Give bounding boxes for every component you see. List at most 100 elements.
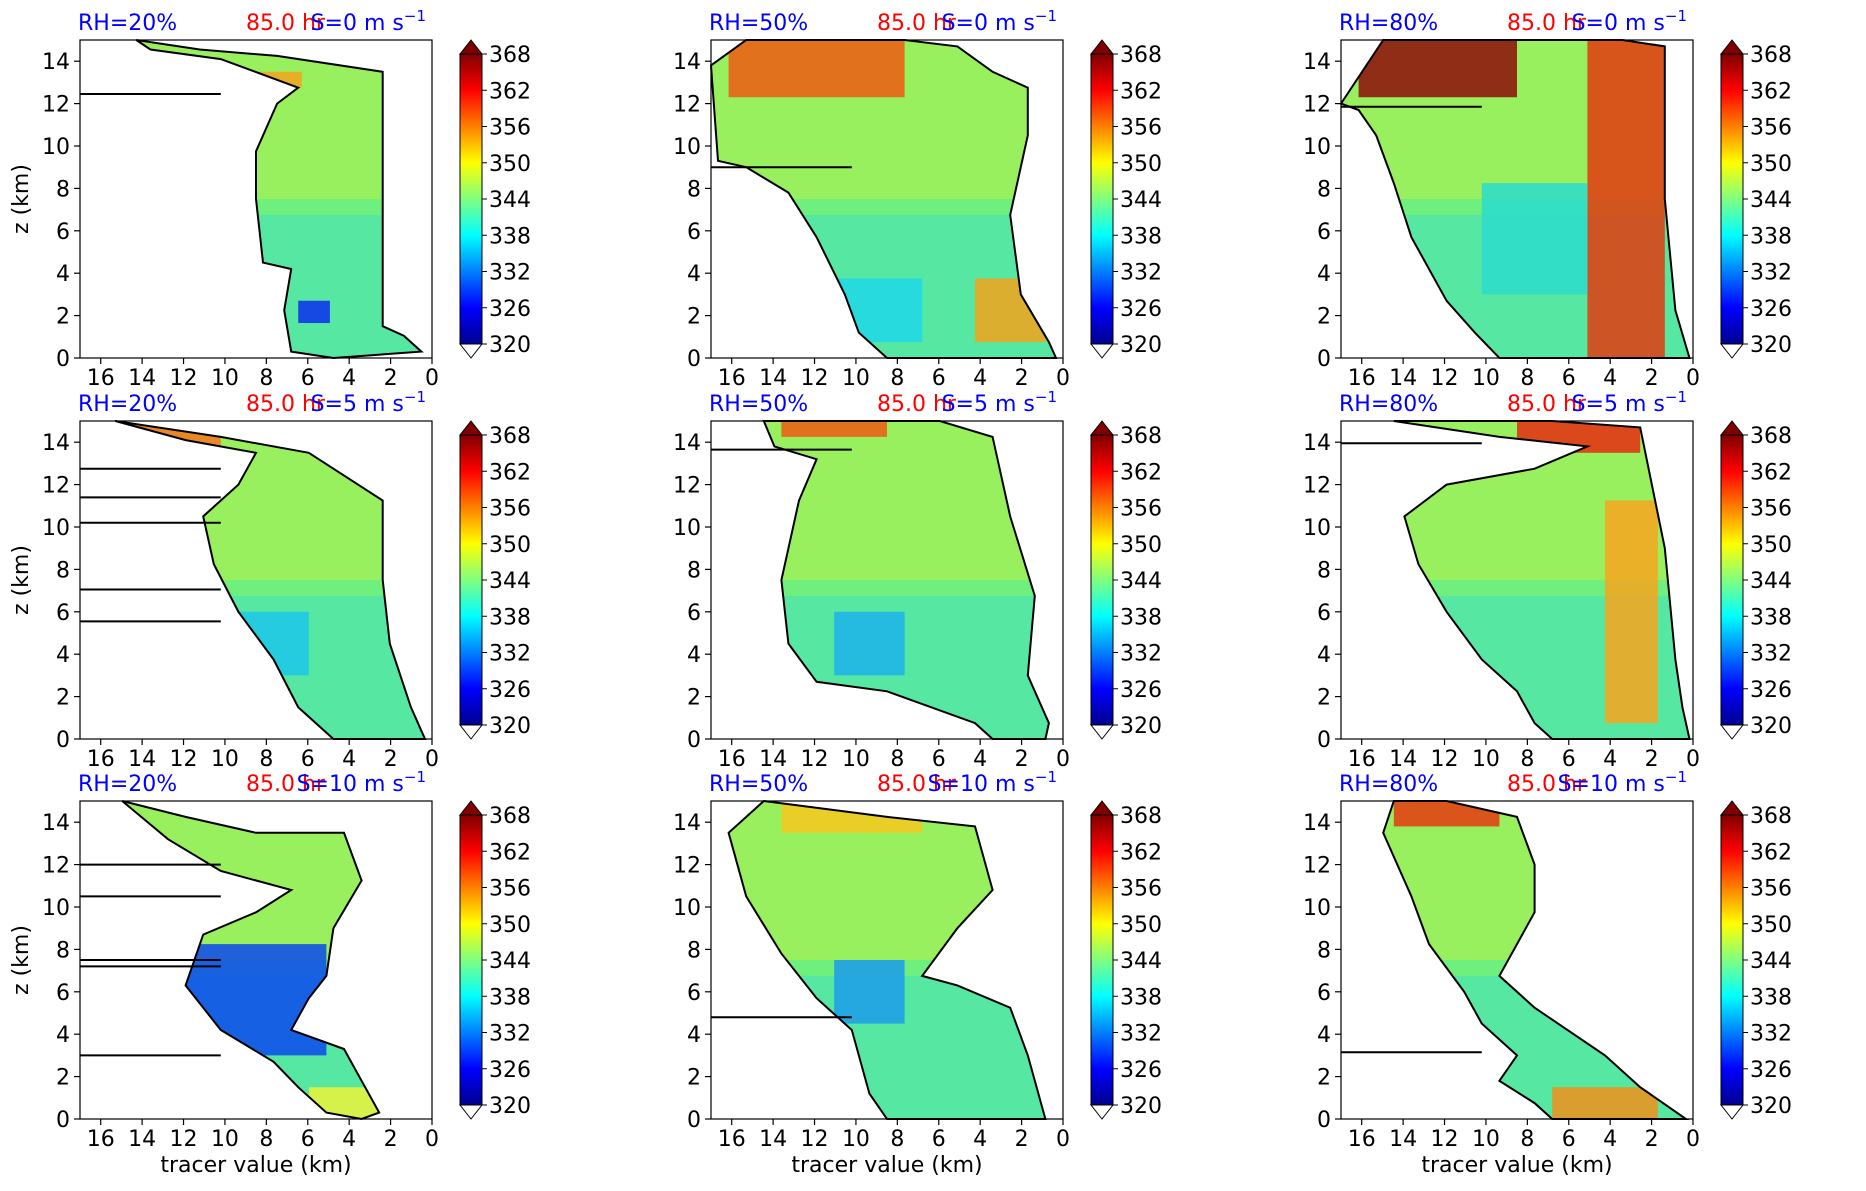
colorbar-tick-label: 332 xyxy=(1750,642,1792,667)
colorbar-tick-label: 356 xyxy=(1750,497,1792,522)
colorbar-tick-label: 368 xyxy=(1120,804,1162,829)
x-tick-label: 12 xyxy=(1431,747,1459,772)
x-tick-label: 2 xyxy=(1015,747,1029,772)
x-tick-label: 14 xyxy=(128,366,156,391)
colorbar-tick-label: 338 xyxy=(1750,605,1792,630)
colorbar-gradient xyxy=(1720,814,1744,1106)
panel-r2-c1: RH=50% 85.0 hrS=10 m s−1 16 14 12 10 8 6 4 2 0 0 2 4 6… xyxy=(673,768,1162,1178)
x-tick-label: 6 xyxy=(301,1127,315,1152)
colorbar-tick-label: 356 xyxy=(1750,116,1792,141)
colorbar-extend-max xyxy=(458,800,484,816)
y-tick-label: 8 xyxy=(1317,938,1331,963)
y-tick-label: 8 xyxy=(1317,558,1331,583)
shear-exponent: −1 xyxy=(1665,768,1687,786)
panel-r2-c2: RH=80% 85.0 hrS=10 m s−1 16 14 12 10 8 6 4 2 0 0 2 4 6… xyxy=(1303,768,1792,1178)
x-tick-label: 2 xyxy=(1015,1127,1029,1152)
colorbar: 368 362 356 350 344 338 332 326 320 xyxy=(1719,800,1792,1120)
colorbar-tick-label: 326 xyxy=(1120,297,1162,322)
shear-text: S=5 m s xyxy=(942,392,1035,417)
x-tick-label: 14 xyxy=(128,747,156,772)
panels-layer: RH=20% 85.0 hrS=0 m s−116 14 12 10 8 6 4 2 002468… xyxy=(9,7,1792,1178)
x-tick-label: 8 xyxy=(890,366,904,391)
panel-time-label: 85.0 hr xyxy=(246,11,326,36)
colorbar-tick-label: 362 xyxy=(1750,460,1792,485)
colorbar-tick-label: 350 xyxy=(1750,152,1792,177)
panel-r2-c0: RH=20% 85.0 hrS=10 m s−1 16 14 12 10 8 6 4 2 0 0 2 4 6… xyxy=(9,768,531,1178)
panel-time-label: 85.0 hr xyxy=(877,392,957,417)
shear-text: S=0 m s xyxy=(942,11,1035,36)
x-axis-label: tracer value (km) xyxy=(1421,1153,1612,1178)
x-tick-label: 6 xyxy=(932,1127,946,1152)
x-tick-label: 2 xyxy=(1015,366,1029,391)
panel-shear-label: S=5 m s−1 xyxy=(311,388,426,417)
x-tick-label: 0 xyxy=(1056,366,1070,391)
panel-time-label: 85.0 hr xyxy=(1507,392,1587,417)
panel-time-label: 85.0 hr xyxy=(877,772,957,797)
x-tick-label: 16 xyxy=(718,366,746,391)
x-axis-label: tracer value (km) xyxy=(160,1153,351,1178)
colorbar-extend-min xyxy=(1089,1104,1115,1120)
x-tick-label: 6 xyxy=(1562,747,1576,772)
x-tick-label: 6 xyxy=(932,747,946,772)
colorbar-extend-max xyxy=(458,39,484,55)
shear-exponent: −1 xyxy=(404,388,426,406)
shear-text: S=0 m s xyxy=(1572,11,1665,36)
panel-rh-label: RH=20% xyxy=(78,392,177,417)
colorbar-extend-min xyxy=(1719,724,1745,740)
colorbar-tick-label: 332 xyxy=(1120,1022,1162,1047)
x-tick-label: 10 xyxy=(842,366,870,391)
panel-shear-label: S=0 m s−1 xyxy=(942,7,1057,36)
colorbar: 368 362 356 350 344 338 332 326 320 xyxy=(1089,420,1162,740)
colorbar-tick-label: 326 xyxy=(489,297,531,322)
y-tick-label: 2 xyxy=(1317,1066,1331,1091)
y-tick-label: 4 xyxy=(56,643,70,668)
y-tick-label: 8 xyxy=(56,558,70,583)
y-tick-label: 12 xyxy=(673,93,701,118)
x-tick-label: 0 xyxy=(1056,747,1070,772)
panel-time-label: 85.0 hr xyxy=(246,772,326,797)
y-tick-label: 2 xyxy=(687,686,701,711)
x-tick-label: 16 xyxy=(1348,1127,1376,1152)
colorbar-tick-label: 356 xyxy=(489,877,531,902)
colorbar-tick-label: 332 xyxy=(1120,642,1162,667)
colorbar-tick-label: 350 xyxy=(1750,913,1792,938)
y-tick-label: 12 xyxy=(1303,474,1331,499)
axes-frame xyxy=(79,39,433,359)
y-tick-label: 14 xyxy=(1303,431,1331,456)
colorbar-tick-label: 344 xyxy=(489,569,531,594)
colorbar-tick-label: 356 xyxy=(489,116,531,141)
x-tick-label: 4 xyxy=(342,1127,356,1152)
x-tick-label: 16 xyxy=(718,747,746,772)
colorbar-tick-label: 344 xyxy=(489,949,531,974)
x-tick-label: 8 xyxy=(1520,1127,1534,1152)
colorbar-tick-label: 344 xyxy=(1120,188,1162,213)
x-tick-label: 12 xyxy=(801,1127,829,1152)
x-tick-label: 0 xyxy=(1686,366,1700,391)
colorbar-tick-label: 320 xyxy=(489,1094,531,1119)
x-tick-label: 8 xyxy=(1520,366,1534,391)
shear-text: S=0 m s xyxy=(311,11,404,36)
y-tick-label: 0 xyxy=(1317,1108,1331,1133)
x-tick-label: 12 xyxy=(1431,366,1459,391)
x-tick-label: 0 xyxy=(1686,1127,1700,1152)
tracer-field xyxy=(711,40,1056,358)
x-tick-label: 14 xyxy=(759,1127,787,1152)
colorbar-tick-label: 338 xyxy=(1750,224,1792,249)
colorbar-tick-label: 338 xyxy=(1120,605,1162,630)
y-tick-label: 6 xyxy=(687,601,701,626)
colorbar: 368 362 356 350 344 338 332 326 320 xyxy=(458,800,531,1120)
colorbar-gradient xyxy=(1090,434,1114,726)
y-tick-label: 2 xyxy=(56,686,70,711)
panel-rh-label: RH=80% xyxy=(1339,772,1438,797)
colorbar-tick-label: 338 xyxy=(489,224,531,249)
x-tick-label: 4 xyxy=(1603,747,1617,772)
colorbar-gradient xyxy=(1090,53,1114,345)
colorbar-tick-label: 332 xyxy=(489,1022,531,1047)
x-tick-label: 4 xyxy=(342,366,356,391)
outline-contour xyxy=(727,799,1047,1120)
shear-exponent: −1 xyxy=(404,768,426,786)
tracer-field xyxy=(136,40,422,358)
colorbar-tick-label: 332 xyxy=(1120,261,1162,286)
colorbar-tick-label: 356 xyxy=(1120,877,1162,902)
field-shading xyxy=(1383,801,1686,1119)
